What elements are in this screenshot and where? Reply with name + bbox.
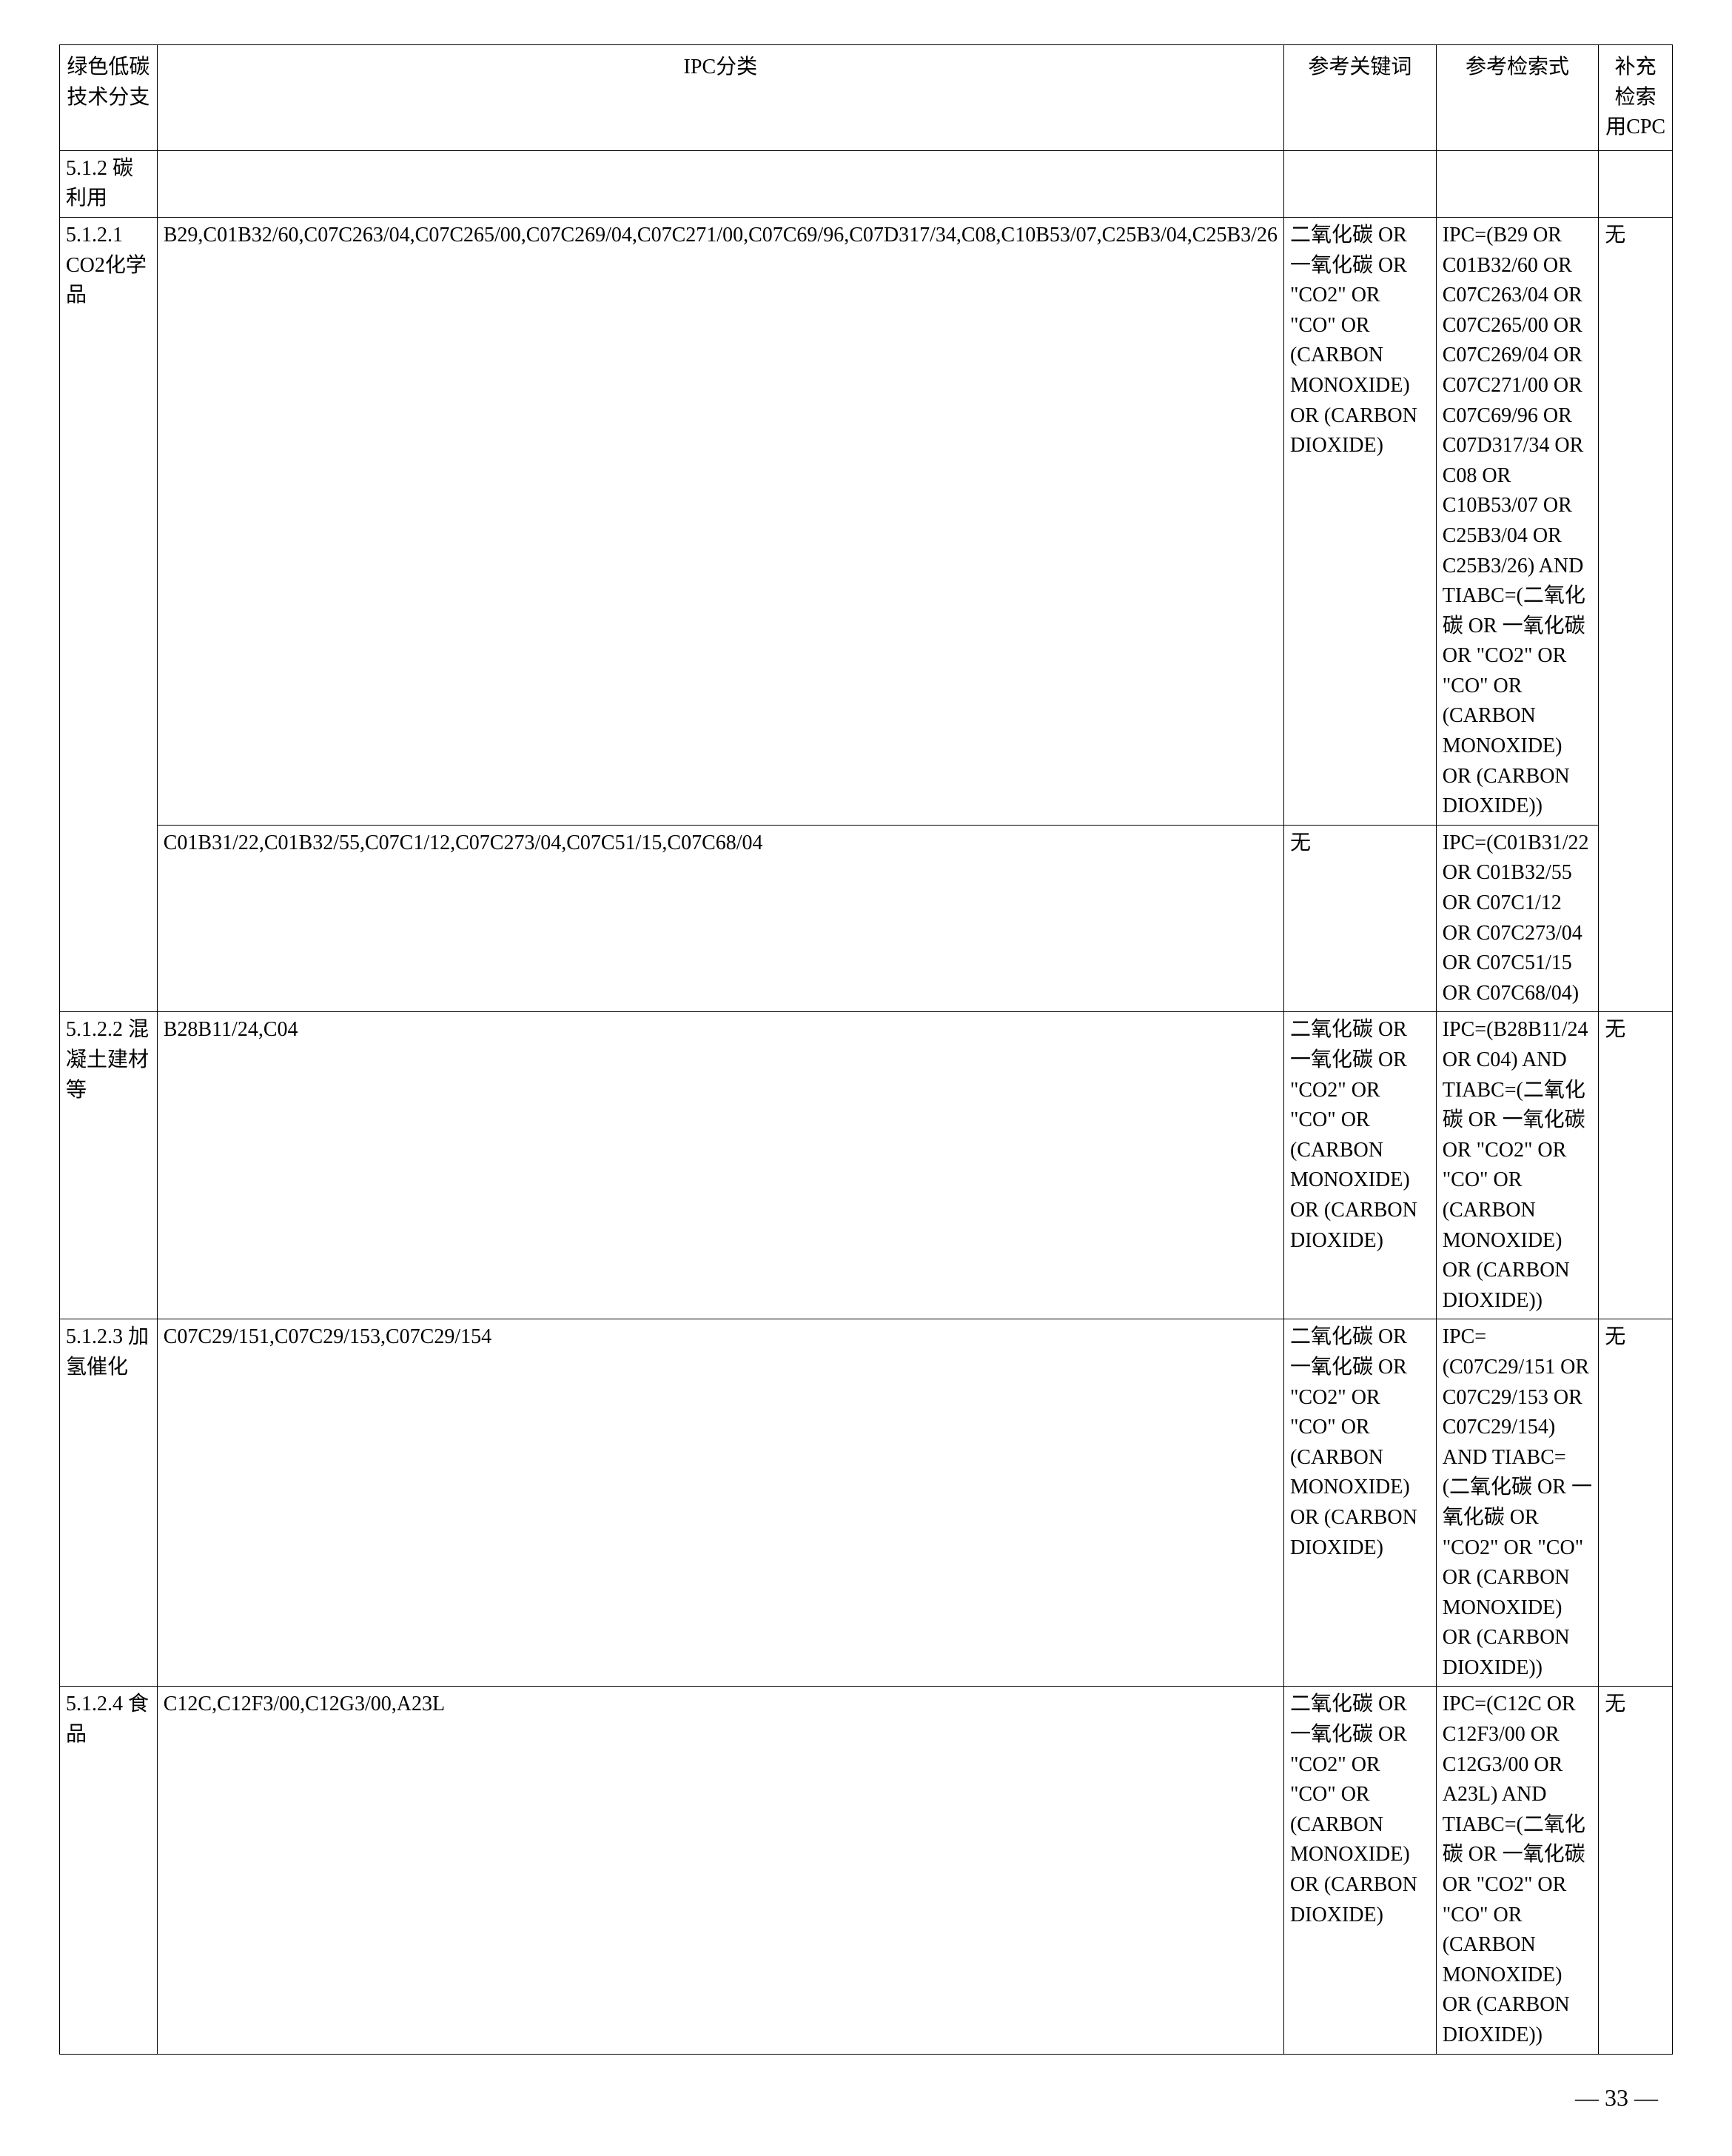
empty-cell <box>157 150 1283 217</box>
search-cell: IPC=(C12C OR C12F3/00 OR C12G3/00 OR A23… <box>1436 1687 1599 2054</box>
header-cpc: 补充检索用CPC <box>1599 45 1673 151</box>
branch-cell: 5.1.2.1 CO2化学品 <box>60 217 158 1011</box>
page-number: — 33 — <box>59 2084 1673 2112</box>
table-row: 5.1.2.2 混凝土建材等 B28B11/24,C04 二氧化碳 OR 一氧化… <box>60 1012 1673 1319</box>
table-row: 5.1.2.1 CO2化学品 B29,C01B32/60,C07C263/04,… <box>60 217 1673 825</box>
cpc-cell: 无 <box>1599 1012 1673 1319</box>
header-branch: 绿色低碳技术分支 <box>60 45 158 151</box>
ipc-cell: C12C,C12F3/00,C12G3/00,A23L <box>157 1687 1283 2054</box>
ipc-cell: B28B11/24,C04 <box>157 1012 1283 1319</box>
table-header-row: 绿色低碳技术分支 IPC分类 参考关键词 参考检索式 补充检索用CPC <box>60 45 1673 151</box>
ipc-cell: C01B31/22,C01B32/55,C07C1/12,C07C273/04,… <box>157 825 1283 1012</box>
classification-table: 绿色低碳技术分支 IPC分类 参考关键词 参考检索式 补充检索用CPC 5.1.… <box>59 44 1673 2055</box>
cpc-cell: 无 <box>1599 1687 1673 2054</box>
keyword-cell: 二氧化碳 OR 一氧化碳 OR "CO2" OR "CO" OR (CARBON… <box>1283 1687 1436 2054</box>
cpc-cell: 无 <box>1599 217 1673 1011</box>
branch-cell: 5.1.2.3 加氢催化 <box>60 1319 158 1687</box>
search-cell: IPC=(C07C29/151 OR C07C29/153 OR C07C29/… <box>1436 1319 1599 1687</box>
ipc-cell: C07C29/151,C07C29/153,C07C29/154 <box>157 1319 1283 1687</box>
empty-cell <box>1436 150 1599 217</box>
keyword-cell: 二氧化碳 OR 一氧化碳 OR "CO2" OR "CO" OR (CARBON… <box>1283 217 1436 825</box>
search-cell: IPC=(C01B31/22 OR C01B32/55 OR C07C1/12 … <box>1436 825 1599 1012</box>
empty-cell <box>1599 150 1673 217</box>
search-cell: IPC=(B28B11/24 OR C04) AND TIABC=(二氧化碳 O… <box>1436 1012 1599 1319</box>
section-label: 5.1.2 碳利用 <box>60 150 158 217</box>
table-row: 5.1.2.3 加氢催化 C07C29/151,C07C29/153,C07C2… <box>60 1319 1673 1687</box>
empty-cell <box>1283 150 1436 217</box>
search-cell: IPC=(B29 OR C01B32/60 OR C07C263/04 OR C… <box>1436 217 1599 825</box>
keyword-cell: 二氧化碳 OR 一氧化碳 OR "CO2" OR "CO" OR (CARBON… <box>1283 1319 1436 1687</box>
keyword-cell: 二氧化碳 OR 一氧化碳 OR "CO2" OR "CO" OR (CARBON… <box>1283 1012 1436 1319</box>
branch-cell: 5.1.2.4 食品 <box>60 1687 158 2054</box>
ipc-cell: B29,C01B32/60,C07C263/04,C07C265/00,C07C… <box>157 217 1283 825</box>
table-row: 5.1.2.4 食品 C12C,C12F3/00,C12G3/00,A23L 二… <box>60 1687 1673 2054</box>
section-row: 5.1.2 碳利用 <box>60 150 1673 217</box>
header-keyword: 参考关键词 <box>1283 45 1436 151</box>
keyword-cell: 无 <box>1283 825 1436 1012</box>
branch-cell: 5.1.2.2 混凝土建材等 <box>60 1012 158 1319</box>
cpc-cell: 无 <box>1599 1319 1673 1687</box>
table-row: C01B31/22,C01B32/55,C07C1/12,C07C273/04,… <box>60 825 1673 1012</box>
header-search: 参考检索式 <box>1436 45 1599 151</box>
header-ipc: IPC分类 <box>157 45 1283 151</box>
